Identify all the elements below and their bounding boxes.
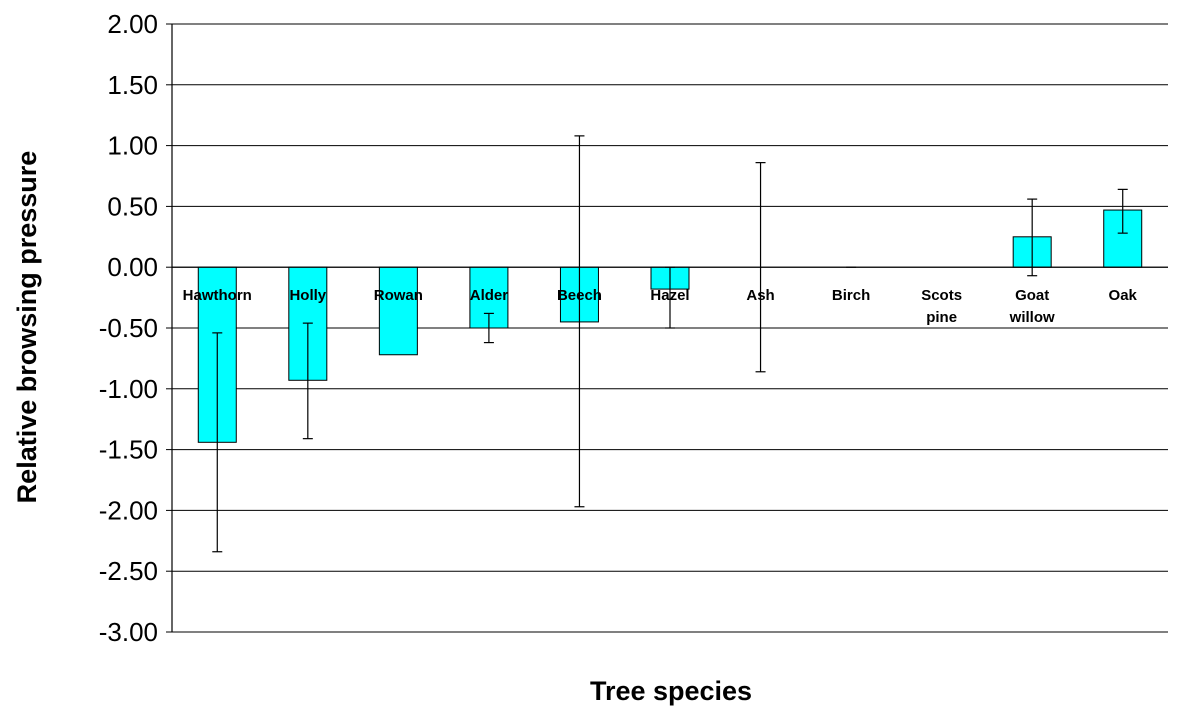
- y-tick-label: -0.50: [99, 313, 158, 343]
- axes: [166, 23, 1168, 633]
- x-axis-title: Tree species: [590, 676, 752, 706]
- category-label: Hazel: [650, 287, 689, 304]
- category-label: Hawthorn: [183, 287, 252, 304]
- category-label: Goat: [1015, 287, 1049, 304]
- y-axis-title: Relative browsing pressure: [12, 151, 42, 504]
- category-labels: Hawthorn Holly Rowan Alder Beech Hazel Ash Birc…: [183, 287, 1138, 326]
- y-tick-label: -3.00: [99, 617, 158, 647]
- category-label: Rowan: [374, 287, 423, 304]
- category-label: Beech: [557, 287, 602, 304]
- y-tick-label: -1.00: [99, 374, 158, 404]
- y-tick-label: -2.00: [99, 495, 158, 525]
- category-label: Scots: [921, 287, 962, 304]
- category-label: Alder: [470, 287, 509, 304]
- category-label: willow: [1009, 309, 1055, 326]
- y-tick-label: -2.50: [99, 556, 158, 586]
- category-label: pine: [926, 309, 957, 326]
- category-label: Ash: [746, 287, 774, 304]
- y-tick-label: 0.50: [107, 191, 158, 221]
- bar: [378, 266, 418, 356]
- y-tick-label: -1.50: [99, 435, 158, 465]
- category-label: Holly: [289, 287, 326, 304]
- y-tick-label: 0.00: [107, 252, 158, 282]
- category-label: Oak: [1109, 287, 1138, 304]
- y-tick-labels: 2.00 1.50 1.00 0.50 0.00 -0.50 -1.00 -1.50 -2.00…: [99, 9, 158, 647]
- y-tick-label: 2.00: [107, 9, 158, 39]
- y-tick-label: 1.50: [107, 70, 158, 100]
- y-tick-label: 1.00: [107, 131, 158, 161]
- error-bars: [212, 135, 1128, 553]
- category-label: Birch: [832, 287, 870, 304]
